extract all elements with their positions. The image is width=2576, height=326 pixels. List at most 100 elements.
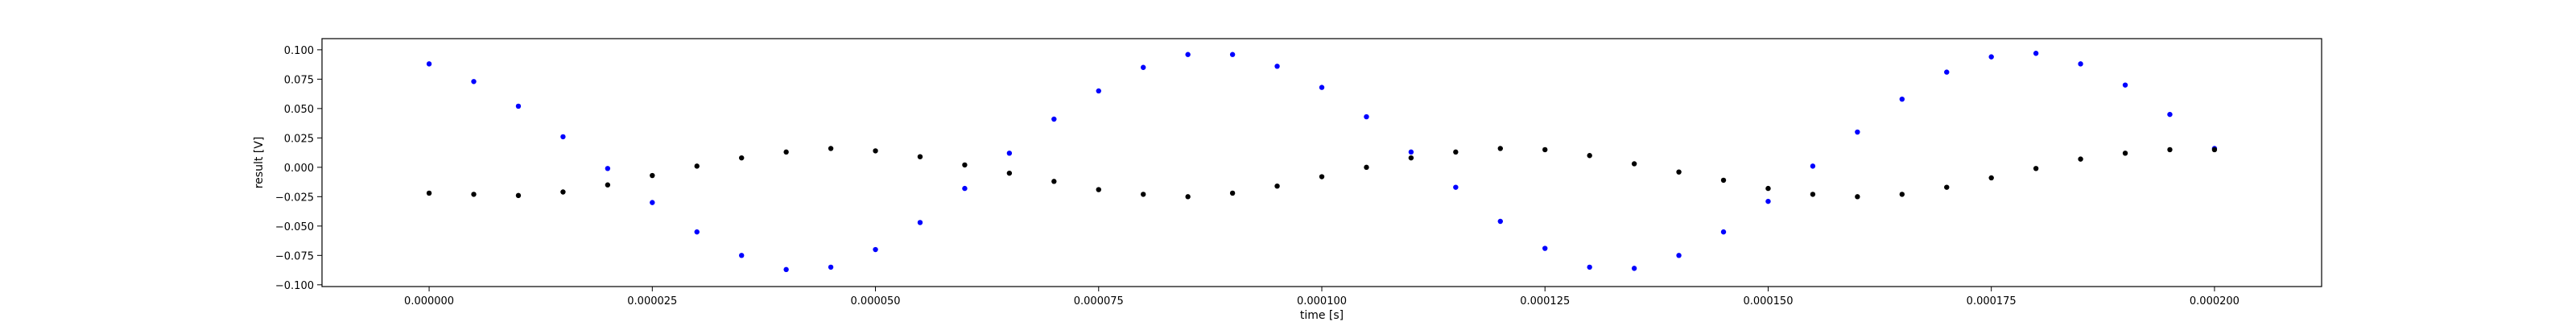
x-tick-label: 0.000125 (1520, 295, 1570, 307)
data-point (1319, 174, 1325, 180)
data-point (1899, 96, 1905, 102)
data-point (1899, 192, 1905, 197)
data-point (1364, 164, 1369, 171)
data-point (605, 166, 611, 171)
data-point (650, 200, 655, 205)
data-point (1408, 149, 1414, 155)
data-point (471, 79, 477, 85)
data-point (1944, 69, 1950, 75)
data-point (1810, 163, 1816, 169)
y-axis-label: result [V] (253, 137, 266, 189)
data-point (694, 163, 700, 169)
data-point (1185, 194, 1191, 200)
data-point (962, 162, 968, 168)
data-point (783, 266, 789, 273)
data-point (1676, 253, 1682, 258)
data-point (2211, 146, 2218, 153)
x-tick-label: 0.000175 (1967, 295, 2017, 307)
x-tick-label: 0.000200 (2190, 295, 2240, 307)
x-tick-label: 0.000000 (404, 295, 454, 307)
data-point (1720, 177, 1727, 184)
data-point (873, 148, 878, 154)
data-point (2122, 82, 2128, 88)
y-tick-label: −0.100 (275, 280, 314, 292)
data-point (962, 185, 968, 192)
data-point (1453, 184, 1459, 190)
data-point (873, 246, 878, 253)
data-point (1765, 198, 1771, 204)
data-point (605, 182, 611, 188)
data-point (2167, 111, 2173, 118)
data-point (917, 220, 923, 225)
data-point (2033, 51, 2039, 56)
data-point (560, 189, 566, 195)
data-point (1096, 88, 1101, 94)
data-point (650, 172, 655, 179)
series-1 (426, 146, 2218, 200)
data-point (828, 146, 834, 151)
data-point (1229, 52, 1236, 57)
data-point (2078, 156, 2083, 162)
data-point (1141, 192, 1146, 197)
data-point (1453, 149, 1459, 155)
y-tick-label: 0.050 (284, 104, 314, 116)
data-point (2033, 166, 2039, 171)
series-0 (426, 51, 2218, 273)
x-axis-label: time [s] (1300, 309, 1344, 322)
data-point (515, 192, 522, 199)
data-point (2078, 61, 2083, 67)
data-point (1051, 116, 1057, 122)
y-tick-label: 0.000 (284, 163, 314, 175)
data-point (739, 155, 745, 161)
data-point (426, 190, 432, 196)
data-point (828, 264, 834, 270)
data-point (1944, 184, 1950, 190)
data-point (1810, 192, 1816, 197)
x-tick-label: 0.000100 (1297, 295, 1347, 307)
data-point (1631, 161, 1637, 167)
data-point (1274, 183, 1280, 189)
data-point (1051, 179, 1057, 184)
y-axis: −0.100 −0.075 −0.050 −0.025 0.000 0.025 0.050 0… (275, 45, 322, 292)
data-point (1229, 190, 1236, 196)
y-tick-label: −0.075 (275, 250, 314, 262)
data-point (426, 61, 432, 67)
data-point (2122, 151, 2128, 156)
data-point (2167, 146, 2173, 153)
data-point (515, 103, 522, 109)
data-point (783, 149, 789, 155)
y-tick-label: 0.025 (284, 133, 314, 145)
x-axis: 0.000000 0.000025 0.000050 0.000075 0.000100… (404, 287, 2240, 307)
y-tick-label: 0.100 (284, 45, 314, 57)
data-point (1542, 246, 1548, 251)
data-point (1096, 187, 1101, 192)
x-tick-label: 0.000075 (1074, 295, 1124, 307)
data-point (1274, 64, 1280, 69)
data-point (1497, 146, 1503, 151)
data-point (1141, 64, 1146, 70)
y-tick-label: −0.025 (275, 192, 314, 204)
y-tick-label: 0.075 (284, 74, 314, 86)
data-point (1542, 146, 1548, 153)
data-point (471, 192, 477, 197)
data-point (1497, 218, 1503, 225)
data-point (1720, 229, 1727, 235)
y-tick-label: −0.050 (275, 221, 314, 233)
data-point (1587, 153, 1592, 159)
data-point (1408, 155, 1414, 161)
data-point (1587, 264, 1592, 270)
data-point (1631, 266, 1637, 271)
data-point (1855, 194, 1860, 200)
x-tick-label: 0.000025 (627, 295, 677, 307)
data-point (1364, 113, 1369, 120)
x-tick-label: 0.000150 (1743, 295, 1793, 307)
data-point (917, 154, 923, 159)
data-point (1988, 54, 1994, 60)
data-point (1319, 85, 1325, 90)
data-point (1676, 169, 1682, 175)
data-point (560, 134, 566, 140)
data-point (1988, 175, 1994, 181)
